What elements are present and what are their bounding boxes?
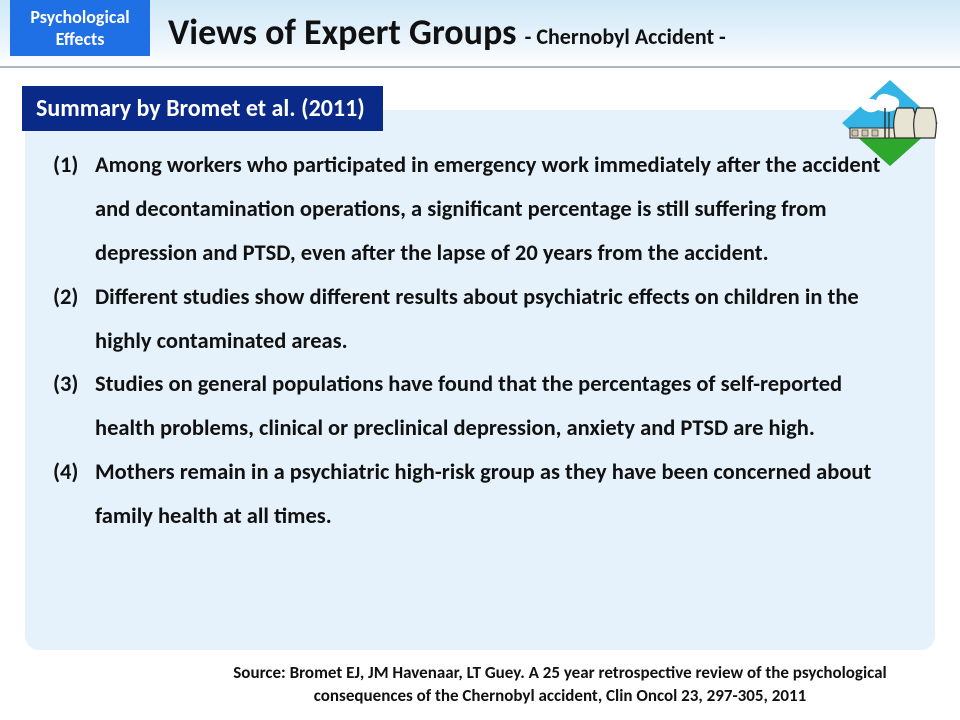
list-item: (1) Among workers who participated in em…: [53, 144, 903, 276]
list-item: (3) Studies on general populations have …: [53, 363, 903, 451]
nuclear-plant-icon: [840, 78, 940, 168]
source-citation: Source: Bromet EJ, JM Havenaar, LT Guey.…: [180, 662, 940, 708]
list-item: (2) Different studies show different res…: [53, 276, 903, 364]
list-item: (4) Mothers remain in a psychiatric high…: [53, 451, 903, 539]
content-panel: (1) Among workers who participated in em…: [25, 110, 935, 650]
source-line-2: consequences of the Chernobyl accident, …: [314, 685, 806, 706]
subheading-text: Summary by Bromet et al. (2011): [36, 94, 365, 123]
point-number: (2): [53, 276, 95, 364]
category-tag: Psychological Effects: [10, 0, 150, 56]
point-text: Mothers remain in a psychiatric high-ris…: [95, 451, 903, 539]
page-title: Views of Expert Groups - Chernobyl Accid…: [168, 10, 726, 54]
subheading-banner: Summary by Bromet et al. (2011): [22, 86, 383, 131]
category-line-1: Psychological: [30, 6, 129, 28]
point-text: Different studies show different results…: [95, 276, 903, 364]
point-number: (1): [53, 144, 95, 276]
title-subtitle: - Chernobyl Accident -: [525, 23, 726, 50]
point-number: (3): [53, 363, 95, 451]
title-main: Views of Expert Groups: [168, 10, 517, 54]
source-line-1: Source: Bromet EJ, JM Havenaar, LT Guey.…: [233, 662, 886, 683]
point-text: Studies on general populations have foun…: [95, 363, 903, 451]
category-line-2: Effects: [56, 28, 105, 50]
header-band: Psychological Effects Views of Expert Gr…: [0, 0, 960, 68]
point-number: (4): [53, 451, 95, 539]
point-text: Among workers who participated in emerge…: [95, 144, 903, 276]
